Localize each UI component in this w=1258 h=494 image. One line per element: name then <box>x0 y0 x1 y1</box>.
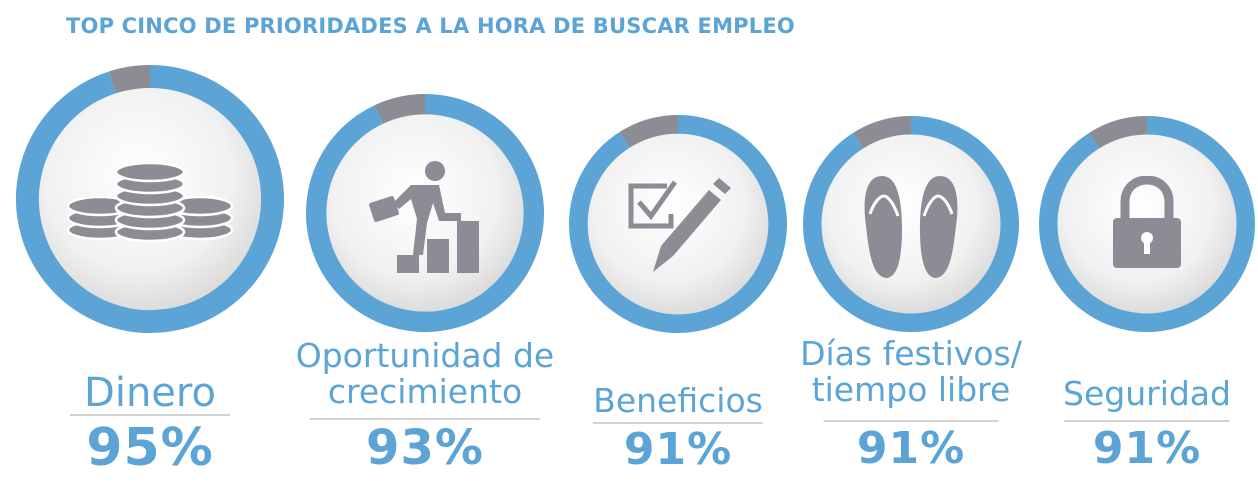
donut-center-d-as-festivos <box>821 134 1001 314</box>
label-beneficios: Beneficios <box>593 381 763 420</box>
label-oportunidad: Oportunidad de crecimiento <box>295 336 555 412</box>
donut-value-arc-beneficios <box>569 115 787 333</box>
career-growth-icon <box>365 155 485 275</box>
donut-remainder-dinero <box>108 65 151 94</box>
chart-title: TOP CINCO DE PRIORIDADES A LA HORA DE BU… <box>66 14 795 38</box>
label-seguridad: Seguridad <box>1063 374 1231 413</box>
donut-item-oportunidad: Oportunidad de crecimiento 93% <box>296 0 554 494</box>
donut-ring-beneficios <box>569 115 787 333</box>
donut-remainder-d-as-festivos <box>853 116 912 149</box>
divider-dias-festivos <box>823 420 999 422</box>
label-dias-festivos: Días festivos/ tiempo libre <box>800 334 1022 410</box>
donut-remainder-beneficios <box>619 115 679 148</box>
donut-item-beneficios: Beneficios 91% <box>568 0 788 494</box>
donut-remainder-oportunidad-de <box>374 94 426 124</box>
donut-ring-dias-festivos <box>803 116 1019 332</box>
value-oportunidad: 93% <box>366 420 484 476</box>
value-dinero: 95% <box>86 418 214 478</box>
divider-dinero <box>70 414 230 416</box>
divider-beneficios <box>593 422 763 424</box>
coins-icon <box>65 160 235 245</box>
value-dias-festivos: 91% <box>856 423 966 474</box>
divider-seguridad <box>1064 420 1230 422</box>
donut-item-dias-festivos: Días festivos/ tiempo libre 91% <box>800 0 1022 494</box>
padlock-icon <box>1107 176 1187 272</box>
donut-value-arc-dinero <box>16 65 284 333</box>
divider-oportunidad <box>310 418 540 420</box>
donut-remainder-seguridad <box>1089 116 1148 149</box>
donut-value-arc-d-as-festivos <box>803 116 1019 332</box>
donut-item-seguridad: Seguridad 91% <box>1038 0 1256 494</box>
donut-value-arc-seguridad <box>1039 116 1255 332</box>
checklist-pen-icon <box>623 172 733 277</box>
donut-center-beneficios <box>587 133 769 315</box>
value-seguridad: 91% <box>1092 423 1202 474</box>
label-dinero: Dinero <box>84 370 216 416</box>
donut-item-dinero: Dinero 95% <box>15 0 285 494</box>
flip-flops-icon <box>860 172 962 282</box>
donut-value-arc-oportunidad-de <box>306 94 544 332</box>
value-beneficios: 91% <box>623 424 733 475</box>
